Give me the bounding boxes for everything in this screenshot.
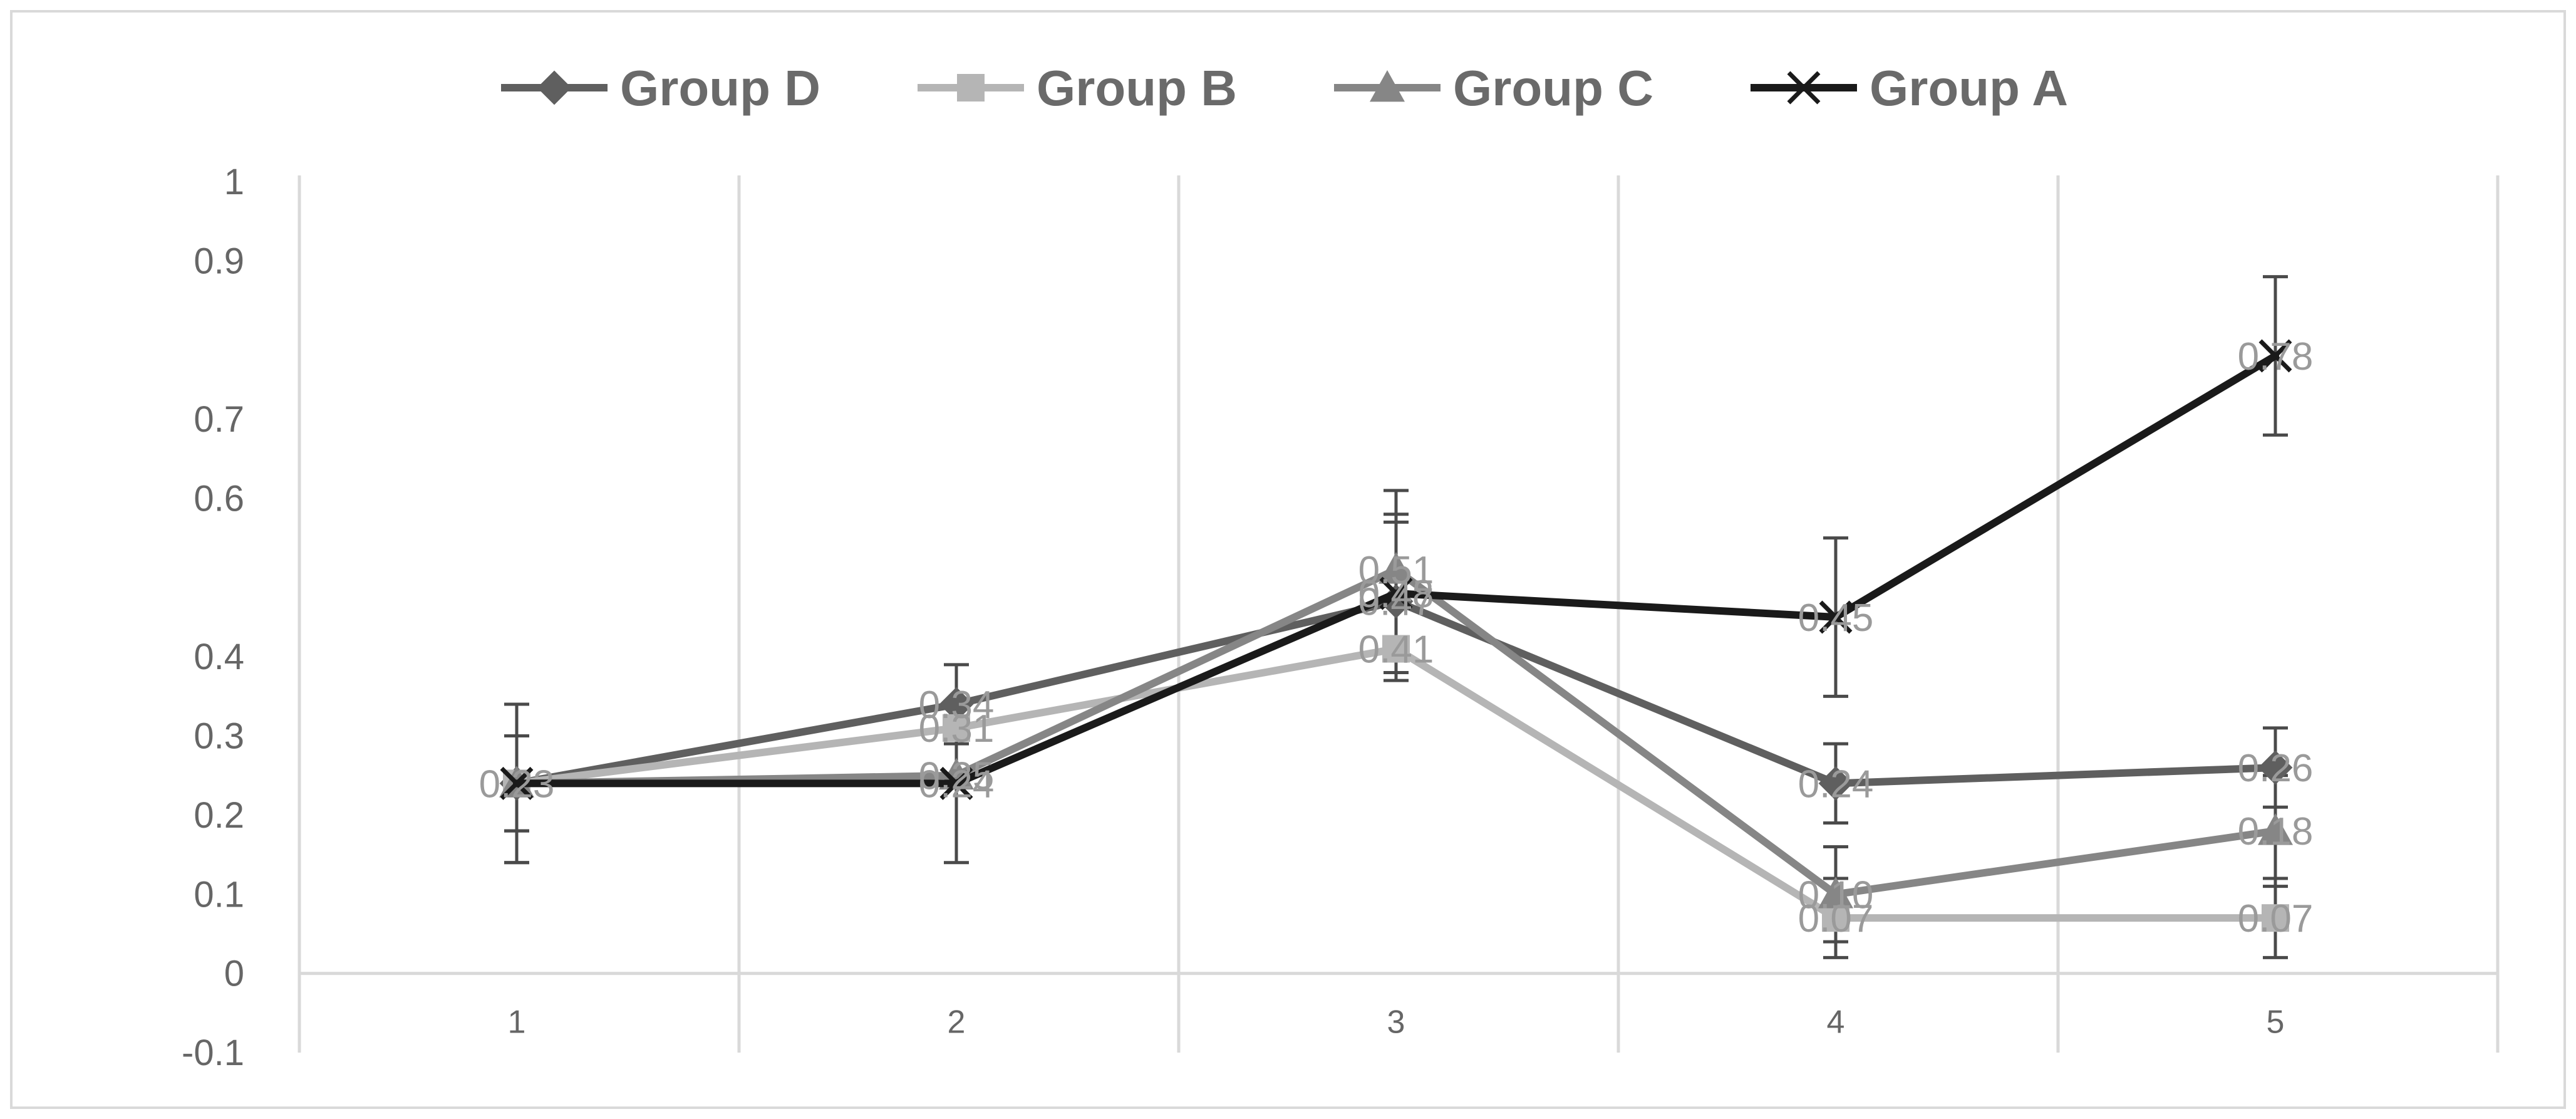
legend-label: Group D — [620, 60, 820, 116]
data-label: 0.24 — [919, 762, 995, 806]
square-marker — [1822, 904, 1849, 932]
triangle-marker — [1370, 70, 1405, 102]
data-label: 0.26 — [2238, 747, 2314, 790]
y-tick-label: 0.3 — [194, 716, 244, 757]
data-label: 0.25 — [919, 755, 995, 798]
x-marker-stroke — [500, 766, 534, 800]
y-tick-label: 0.7 — [194, 399, 244, 440]
x-marker-stroke — [939, 766, 973, 800]
legend-item-group-a: Group A — [1751, 60, 2068, 116]
data-label: 0.31 — [919, 707, 995, 751]
y-tick-label: 1 — [224, 162, 244, 202]
data-label: 0.78 — [2238, 335, 2314, 378]
y-tick-label: 0.1 — [194, 874, 244, 915]
x-tick-label: 3 — [1387, 1004, 1405, 1041]
triangle-marker — [1818, 877, 1853, 908]
legend-label: Group C — [1453, 60, 1653, 116]
legend-label: Group A — [1870, 60, 2068, 116]
y-tick-label: 0.6 — [194, 478, 244, 519]
series-group — [499, 275, 2293, 959]
legend-label: Group B — [1037, 60, 1237, 116]
data-label: 0.07 — [1798, 897, 1874, 940]
x-tick-label: 2 — [948, 1004, 966, 1041]
legend-item-group-b: Group B — [918, 60, 1237, 116]
diamond-marker — [2258, 750, 2293, 785]
diamond-marker — [1818, 766, 1853, 801]
data-label: 0.45 — [1798, 596, 1874, 640]
axes: 10.90.70.60.40.30.20.10-0.11 2 3 4 5 — [182, 162, 2498, 1073]
data-label: 0.41 — [1358, 628, 1434, 672]
data-label: 0.51 — [1358, 549, 1434, 592]
data-label: 0.48 — [1358, 573, 1434, 616]
triangle-marker — [1379, 552, 1414, 584]
data-label: 0.07 — [2238, 897, 2314, 940]
x-marker-stroke — [2258, 339, 2292, 373]
x-tick-label: 5 — [2267, 1004, 2285, 1041]
data-label: 0.34 — [919, 684, 995, 727]
chart-border — [10, 10, 2566, 1109]
gridlines — [297, 175, 2500, 1053]
data-label: 0.47 — [1358, 581, 1434, 624]
data-label: 0.10 — [1798, 873, 1874, 917]
y-tick-label: 0 — [224, 954, 244, 994]
data-labels: 0.34 0.47 0.24 0.26 0.31 0.41 0.07 0.07 0.25 0.51… — [479, 335, 2314, 940]
data-label: 0.18 — [2238, 810, 2314, 853]
y-tick-label: 0.4 — [194, 637, 244, 677]
x-marker-stroke — [1379, 576, 1413, 610]
legend-item-group-c: Group C — [1334, 60, 1653, 116]
x-tick-label: 1 — [508, 1004, 526, 1041]
data-label: 0.23 — [479, 762, 555, 806]
y-tick-label: -0.1 — [182, 1033, 244, 1073]
square-marker — [2262, 904, 2289, 932]
square-marker — [1382, 635, 1410, 663]
diamond-marker — [537, 70, 572, 105]
x-tick-label: 4 — [1827, 1004, 1845, 1041]
x-marker-stroke — [1787, 71, 1821, 105]
y-tick-label: 0.2 — [194, 795, 244, 836]
triangle-marker — [2258, 813, 2293, 845]
y-tick-label: 0.9 — [194, 241, 244, 281]
legend: Group D Group B Group C Group A — [501, 60, 2068, 116]
square-marker — [943, 714, 970, 742]
series-group-a — [500, 339, 2292, 800]
x-marker-stroke — [1819, 600, 1853, 634]
data-label: 0.24 — [1798, 762, 1874, 806]
legend-item-group-d: Group D — [501, 60, 820, 116]
square-marker — [957, 74, 985, 101]
